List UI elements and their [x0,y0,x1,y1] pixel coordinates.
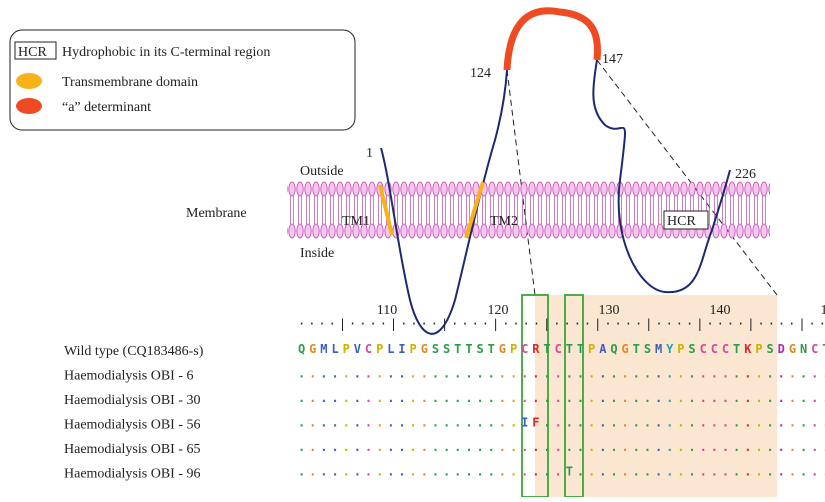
legend-a: “a” determinant [62,100,151,115]
ruler-tick: 130 [599,303,620,318]
row-label: Haemodialysis OBI - 96 [64,467,200,482]
tm1-label: TM1 [342,214,370,229]
pos-label: 147 [602,52,623,67]
a-determinant [507,11,598,70]
chain [593,60,730,292]
ruler-tick: 140 [710,303,731,318]
sequence: ........................T...............… [298,465,825,479]
ruler-tick: 150 [821,303,825,318]
tm-swatch [16,73,42,89]
pos-label: 1 [366,146,373,161]
membrane [287,180,770,240]
legend-tm: Transmembrane domain [62,75,198,90]
a-swatch [16,98,42,114]
row-label: Wild type (CQ183486-s) [64,344,204,359]
outside-label: Outside [300,164,344,179]
legend-hcr: HCR [18,45,47,60]
sequence: ........................................… [298,440,825,454]
ruler-tick: 110 [377,303,397,318]
membrane-label: Membrane [186,206,247,221]
pos-label: 124 [470,66,491,81]
inside-label: Inside [300,246,334,261]
sequence: ........................................… [298,391,825,405]
hcr-label: HCR [667,214,696,229]
row-label: Haemodialysis OBI - 56 [64,418,200,433]
sequence: ........................................… [298,367,825,381]
row-label: Haemodialysis OBI - 65 [64,442,200,457]
ruler-tick: 120 [488,303,509,318]
figure: HCR Hydrophobic in its C-terminal region… [0,0,825,497]
legend-hcr-text: Hydrophobic in its C-terminal region [62,45,270,60]
row-label: Haemodialysis OBI - 6 [64,369,193,384]
tm2-label: TM2 [490,214,518,229]
pos-label: 226 [735,167,756,182]
row-label: Haemodialysis OBI - 30 [64,393,200,408]
